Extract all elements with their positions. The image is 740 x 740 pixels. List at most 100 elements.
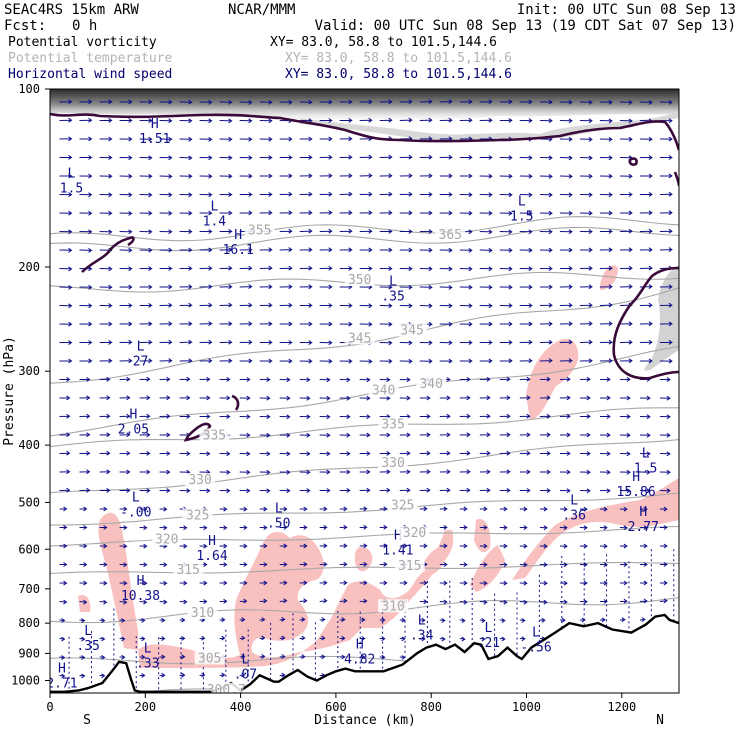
wind-arrow — [279, 654, 286, 659]
theta-label-bg — [416, 377, 447, 391]
wind-arrow — [199, 99, 213, 105]
wind-arrow — [459, 618, 466, 624]
wind-arrow — [479, 340, 493, 345]
extremum-kind: L — [84, 624, 92, 639]
wind-arrow — [299, 173, 313, 179]
wind-arrow — [79, 562, 88, 568]
wind-arrow — [379, 377, 391, 383]
wind-arrow — [159, 654, 166, 660]
wind-arrow — [179, 543, 188, 549]
wind-arrow — [159, 599, 168, 605]
wind-arrow — [179, 599, 188, 605]
wind-arrow — [579, 543, 588, 549]
wind-arrow — [539, 321, 553, 327]
wind-arrow — [259, 451, 271, 457]
wind-arrow — [139, 173, 153, 179]
wind-arrow — [519, 266, 533, 272]
pink-region — [600, 265, 618, 290]
extremum-kind: L — [68, 167, 76, 182]
wind-arrow — [619, 414, 631, 420]
wind-arrow — [79, 469, 91, 475]
wind-arrow — [459, 303, 473, 309]
wind-arrow — [659, 173, 673, 179]
theta-label-bg — [378, 417, 409, 431]
wind-arrow — [219, 358, 233, 364]
wind-arrow — [419, 247, 433, 253]
wind-arrow — [199, 192, 213, 198]
wind-arrow — [379, 228, 393, 234]
extremum-value: 2.05 — [118, 423, 149, 438]
wind-arrow — [439, 469, 451, 475]
wind-arrow — [499, 506, 508, 512]
wind-arrow — [299, 340, 313, 346]
wind-arrow — [439, 321, 453, 327]
wind-arrow — [419, 617, 426, 623]
plot-frame — [49, 88, 680, 694]
wind-arrow — [299, 598, 308, 604]
wind-arrow — [359, 617, 366, 623]
wind-arrow — [299, 284, 313, 290]
wind-arrow — [479, 469, 491, 475]
wind-arrow — [639, 321, 653, 327]
extremum-value: 1.51 — [139, 132, 170, 147]
wind-arrow — [159, 192, 173, 198]
wind-arrow — [339, 635, 346, 641]
wind-arrow — [119, 266, 133, 272]
wind-arrow — [99, 395, 111, 401]
wind-arrow — [379, 450, 391, 456]
wind-arrow — [439, 636, 446, 642]
extremum-value: 1.5 — [634, 462, 657, 477]
wind-arrow — [99, 376, 111, 382]
wind-arrow — [199, 395, 211, 401]
wind-arrow — [519, 543, 528, 549]
wind-arrow — [59, 543, 68, 549]
wind-arrow — [479, 155, 493, 160]
wind-arrow — [259, 653, 266, 659]
wind-arrow — [419, 99, 433, 105]
extremum-value: 15.86 — [617, 485, 656, 500]
wind-arrow — [359, 524, 368, 530]
wind-arrow — [479, 321, 493, 327]
wind-arrow — [379, 117, 393, 123]
wind-arrow — [59, 562, 68, 567]
wind-arrow — [159, 451, 171, 456]
wind-arrow — [599, 247, 613, 253]
pink-region — [98, 512, 138, 650]
theta-label-bg — [173, 562, 204, 576]
wind-arrow — [519, 303, 533, 308]
wind-arrow — [239, 118, 253, 124]
wind-arrow — [279, 598, 288, 604]
wind-arrow — [159, 210, 173, 216]
wind-arrow — [379, 580, 388, 586]
wind-arrow — [639, 432, 651, 438]
theta-label-bg — [244, 223, 275, 237]
wind-arrow — [159, 266, 173, 271]
wind-arrow — [559, 469, 571, 475]
wind-arrow — [159, 617, 166, 623]
wind-arrow — [359, 303, 373, 309]
wind-arrow — [319, 340, 333, 346]
wind-arrow — [639, 99, 653, 105]
wind-arrow — [619, 432, 631, 438]
wind-arrow — [339, 265, 353, 271]
wind-arrow — [499, 266, 513, 272]
wind-arrow — [219, 210, 233, 216]
wind-arrow — [119, 99, 133, 105]
wind-arrow — [299, 358, 313, 364]
wind-arrow — [179, 358, 193, 364]
wind-arrow — [459, 469, 471, 475]
wind-arrow — [639, 284, 653, 290]
field-xy-wind: XY= 83.0, 58.8 to 101.5,144.6 — [285, 67, 512, 82]
wind-arrow — [59, 673, 66, 679]
wind-arrow — [359, 580, 368, 586]
wind-arrow — [479, 99, 493, 105]
wind-arrow — [539, 376, 551, 382]
wind-arrow — [339, 469, 351, 475]
wind-arrow — [419, 413, 431, 419]
wind-arrow — [259, 395, 271, 401]
wind-arrow — [399, 284, 413, 290]
theta-label: 330 — [188, 473, 211, 488]
wind-arrow — [659, 247, 673, 253]
wind-arrow — [119, 488, 131, 493]
wind-arrow — [539, 302, 553, 308]
